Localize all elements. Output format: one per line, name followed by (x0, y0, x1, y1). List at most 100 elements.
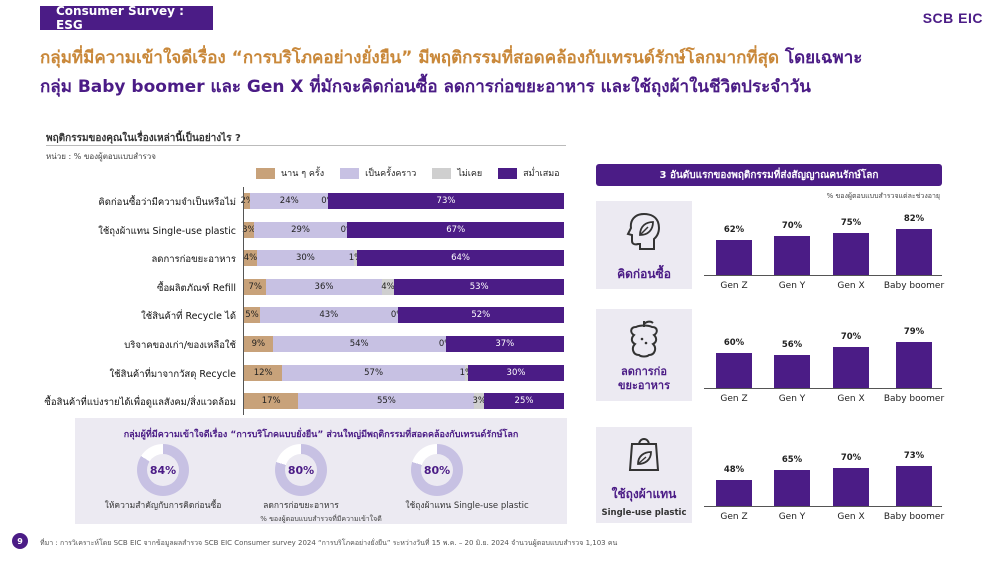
data-label: 55% (376, 396, 396, 407)
think-before-buy-label: คิดก่อนซื้อ (617, 267, 671, 281)
generation-bar (716, 240, 752, 275)
panel-axis-line (704, 388, 942, 389)
reduce-food-waste-box: ลดการก่อ ขยะอาหาร (596, 309, 692, 401)
bar-segment (244, 307, 260, 324)
page-number: 9 (12, 533, 28, 549)
donut-chart: 80% (411, 444, 463, 496)
bar-value-label: 73% (903, 450, 925, 461)
bar-segment (353, 250, 358, 267)
data-label: 9% (251, 339, 266, 349)
bar-value-label: 70% (781, 220, 803, 231)
bar-segment (484, 393, 564, 410)
legend-swatch (432, 167, 452, 179)
bar-segment (381, 278, 395, 295)
data-label: 4% (243, 253, 258, 264)
summary-note: % ของผู้ตอบแบบสำรวจที่มีความเข้าใจดี (260, 515, 382, 523)
legend-item-sometimes: เป็นครั้งคราว (340, 166, 416, 180)
generation-label: Gen X (837, 394, 865, 404)
panel-axis-line (704, 506, 942, 507)
bar-value-label: 65% (781, 455, 803, 466)
generation-bar (716, 479, 752, 506)
bar-segment (347, 221, 564, 238)
label-line: Single-use plastic (601, 508, 687, 518)
data-label: 30% (295, 253, 315, 264)
generation-bar (896, 465, 932, 506)
report-tag: Consumer Survey : ESG (40, 4, 213, 32)
apple-core-icon (630, 320, 658, 358)
data-label: 3% (242, 224, 256, 235)
bar-segment (250, 193, 329, 209)
category-label: ลดการก่อขยะอาหาร (151, 254, 236, 266)
bar-segment (474, 393, 484, 410)
summary-title: กลุ่มผู้ที่มีความเข้าใจดีเรื่อง “การบริโ… (123, 430, 519, 440)
generation-label: Baby boomer (883, 394, 945, 404)
legend-label: เป็นครั้งคราว (365, 169, 417, 179)
bar-segment (266, 278, 382, 295)
data-label: 1% (348, 253, 363, 264)
legend-swatch (498, 167, 518, 179)
generation-label: Gen Z (720, 394, 748, 404)
headline-purple-1: โดยเฉพาะ (779, 48, 863, 68)
bag-leaf-icon (628, 438, 660, 471)
generation-bar (833, 347, 869, 388)
headline-purple-2: กลุ่ม Baby boomer และ Gen X ที่มักจะคิดก… (40, 77, 811, 97)
bar-segment (357, 250, 564, 267)
data-label: 1% (459, 367, 474, 378)
category-label: บริจาคของเก่า/ของเหลือใช้ (124, 340, 236, 351)
legend-item-always: สม่ำเสมอ (498, 166, 560, 180)
data-label: 2% (240, 196, 254, 206)
generation-bar (833, 467, 869, 506)
bar-segment (244, 221, 254, 238)
headline-orange: กลุ่มที่มีความเข้าใจดีเรื่อง “การบริโภคอ… (40, 48, 780, 68)
bar-segment (394, 278, 564, 295)
bar-value-label: 82% (903, 214, 925, 224)
legend-label: นาน ๆ ครั้ง (281, 169, 325, 179)
bar-segment (397, 307, 564, 324)
bar-segment (253, 221, 348, 238)
legend-swatch (340, 167, 360, 179)
donut-value: 84% (147, 454, 179, 486)
data-label: 57% (364, 367, 384, 378)
donut-label: ลดการก่อขยะอาหาร (263, 501, 339, 511)
bar-segment (282, 364, 465, 381)
data-label: 43% (319, 310, 339, 321)
generation-label: Baby boomer (883, 281, 945, 291)
bar-value-label: 62% (723, 225, 745, 236)
head-leaf-icon (626, 212, 660, 250)
chart-legend: นาน ๆ ครั้ง เป็นครั้งคราว ไม่เคย สม่ำเสม… (256, 166, 560, 180)
question-divider (46, 145, 566, 146)
data-label: 7% (248, 281, 262, 292)
bar-value-label: 56% (781, 340, 803, 351)
cloth-bag-box: ใช้ถุงผ้าแทน Single-use plastic (596, 427, 692, 523)
unit-note: หน่วย : % ของผู้ตอบแบบสำรวจ (46, 152, 156, 161)
bar-segment (260, 307, 398, 324)
right-panel-note: % ของผู้ตอบแบบสำรวจแต่ละช่วงอายุ (826, 192, 940, 200)
bar-value-label: 79% (903, 326, 925, 337)
data-label: 30% (506, 367, 526, 378)
generation-label: Gen Y (778, 512, 806, 522)
data-label: 5% (245, 310, 259, 321)
category-label: ซื้อผลิตภัณฑ์ Refill (157, 282, 236, 294)
survey-question: พฤติกรรมของคุณในเรื่องเหล่านี้เป็นอย่างไ… (46, 133, 241, 144)
donut-value: 80% (285, 454, 317, 486)
legend-item-never: ไม่เคย (432, 166, 482, 180)
generation-bar (716, 352, 752, 388)
legend-item-rare: นาน ๆ ครั้ง (256, 166, 324, 180)
label-line: ลดการก่อ (621, 365, 667, 378)
stacked-bar-chart: คิดก่อนซื้อว่ามีความจำเป็นหรือไม่2%24%0%… (0, 0, 600, 420)
bar-segment (244, 250, 257, 267)
bar-segment (468, 364, 564, 381)
category-label: ซื้อสินค้าที่แบ่งรายได้เพื่อดูแลสังคม/สิ… (44, 397, 236, 409)
brand-logo: SCB EIC (922, 10, 983, 26)
data-label: 24% (279, 196, 299, 206)
reduce-food-waste-label: ลดการก่อ ขยะอาหาร (596, 365, 692, 393)
generation-bar (774, 235, 810, 275)
bar-value-label: 70% (840, 452, 862, 463)
generation-label: Gen Z (720, 281, 748, 291)
bar-segment (272, 336, 446, 352)
donut-label: ให้ความสำคัญกับการคิดก่อนซื้อ (104, 501, 222, 511)
bar-segment (244, 393, 299, 410)
category-label: ใช้สินค้าที่มาจากวัสดุ Recycle (109, 368, 236, 380)
right-panel-title: 3 อันดับแรกของพฤติกรรมที่ส่งสัญญาณคนรักษ… (596, 164, 942, 186)
category-label: คิดก่อนซื้อว่ามีความจำเป็นหรือไม่ (98, 197, 236, 208)
